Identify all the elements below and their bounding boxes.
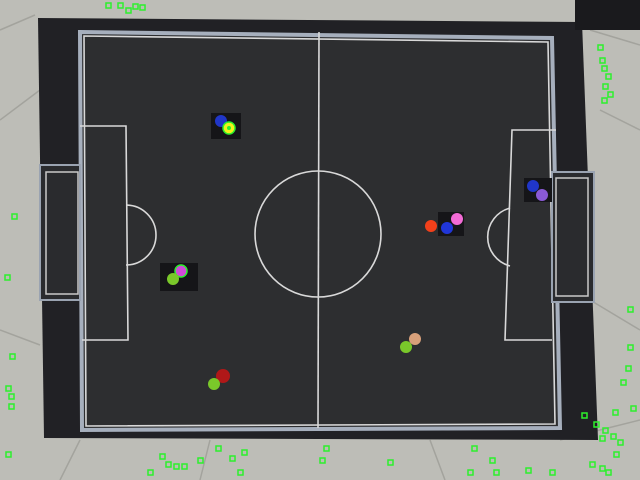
field-surface xyxy=(80,32,560,430)
ball xyxy=(425,220,437,232)
robot-bottom-right xyxy=(400,333,421,353)
floor-tiles xyxy=(0,14,640,480)
robot-left-mid xyxy=(160,263,198,291)
right-goal-inner xyxy=(555,177,589,297)
robot-right-goal xyxy=(524,178,552,202)
robot-center-right xyxy=(438,212,464,236)
left-goal-inner xyxy=(45,171,79,295)
left-penalty-arc xyxy=(125,204,157,266)
center-circle xyxy=(254,170,382,298)
right-goal xyxy=(551,171,595,303)
field-lines xyxy=(80,31,556,429)
right-penalty-arc xyxy=(486,207,511,267)
robot-top-left xyxy=(211,113,241,139)
robot-bottom-left xyxy=(208,369,230,390)
field-wall xyxy=(77,29,563,433)
right-penalty-area xyxy=(504,129,556,341)
left-penalty-area xyxy=(80,125,129,341)
halfway-line xyxy=(317,31,320,429)
detection-noise-marks xyxy=(4,2,637,476)
field-outline xyxy=(83,35,556,427)
corner-object xyxy=(575,0,640,30)
